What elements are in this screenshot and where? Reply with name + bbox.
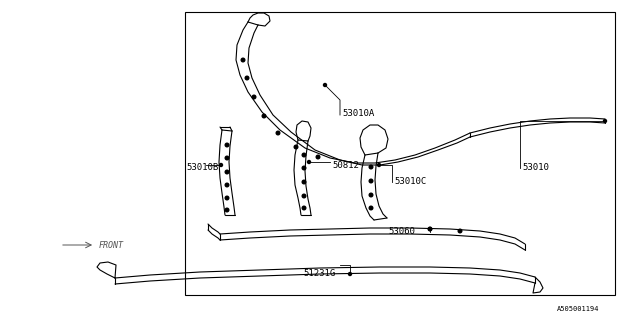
Text: 53010A: 53010A <box>342 108 374 117</box>
Text: 53060: 53060 <box>388 228 415 236</box>
Circle shape <box>369 179 372 183</box>
Circle shape <box>302 194 306 198</box>
Circle shape <box>225 196 229 200</box>
Circle shape <box>349 273 351 276</box>
Circle shape <box>225 143 229 147</box>
Text: 51231G: 51231G <box>303 268 335 277</box>
Circle shape <box>225 208 229 212</box>
Circle shape <box>428 227 432 231</box>
Text: 53010C: 53010C <box>394 178 426 187</box>
Circle shape <box>302 166 306 170</box>
Circle shape <box>369 206 372 210</box>
Text: FRONT: FRONT <box>99 241 124 250</box>
Bar <box>185 12 615 295</box>
Text: 53010: 53010 <box>522 164 549 172</box>
Circle shape <box>604 119 607 123</box>
Circle shape <box>323 84 326 86</box>
Circle shape <box>241 58 245 62</box>
Circle shape <box>378 164 381 166</box>
Text: A505001194: A505001194 <box>557 306 600 312</box>
Circle shape <box>302 153 306 157</box>
Circle shape <box>316 155 320 159</box>
Circle shape <box>276 131 280 135</box>
Circle shape <box>302 206 306 210</box>
Circle shape <box>307 161 310 164</box>
Circle shape <box>225 183 229 187</box>
Circle shape <box>369 165 372 169</box>
Circle shape <box>225 170 229 174</box>
Circle shape <box>220 164 223 166</box>
Circle shape <box>252 95 256 99</box>
Text: 50812: 50812 <box>332 161 359 170</box>
Circle shape <box>458 229 462 233</box>
Circle shape <box>294 145 298 149</box>
Text: 53010B: 53010B <box>186 164 218 172</box>
Circle shape <box>225 156 229 160</box>
Circle shape <box>429 228 431 230</box>
Circle shape <box>245 76 249 80</box>
Circle shape <box>302 180 306 184</box>
Circle shape <box>262 114 266 118</box>
Circle shape <box>369 193 372 197</box>
